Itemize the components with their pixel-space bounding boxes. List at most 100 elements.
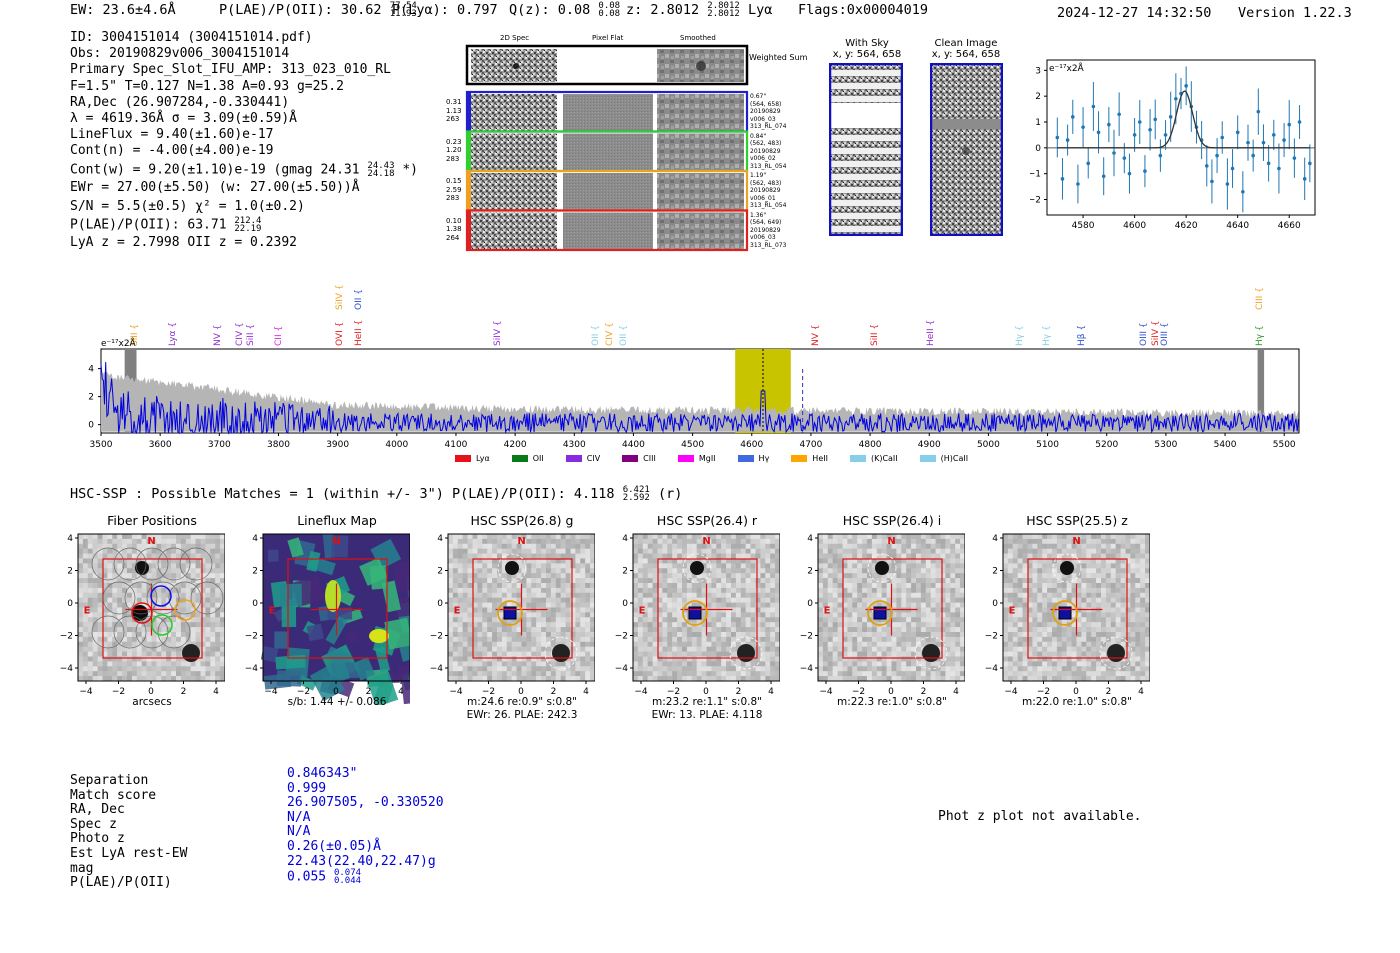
- hsc-pixel: [642, 607, 648, 613]
- hsc-pixel: [1071, 548, 1077, 554]
- hsc-pixel: [541, 534, 547, 539]
- hsc-pixel: [945, 597, 951, 603]
- hsc-pixel: [550, 602, 556, 608]
- hsc-pixel: [682, 661, 687, 667]
- hsc-pixel: [945, 622, 951, 628]
- info-line: Cont(n) = -4.00(±4.00)e-19: [70, 143, 274, 159]
- hsc-pixel: [701, 583, 707, 588]
- hsc-pixel: [536, 592, 542, 598]
- hsc-pixel: [1022, 627, 1028, 633]
- hsc-pixel: [1091, 671, 1097, 677]
- hsc-pixel: [131, 534, 137, 539]
- hsc-pixel: [541, 632, 547, 637]
- hsc-pixel: [180, 578, 186, 584]
- hsc-pixel: [467, 597, 473, 603]
- hsc-pixel: [925, 563, 931, 569]
- info-plae-label: P(LAE)/P(OII): 63.71: [70, 217, 227, 233]
- hsc-pixel: [536, 597, 542, 603]
- hsc-pixel: [847, 587, 853, 593]
- hsc-pixel: [97, 641, 103, 647]
- hsc-pixel: [477, 612, 483, 618]
- hsc-pixel: [633, 676, 638, 682]
- hsc-pixel: [526, 646, 532, 652]
- hsc-pixel: [945, 661, 951, 667]
- hsc-pixel: [590, 676, 595, 682]
- hsc-pixel: [457, 563, 463, 569]
- hsc-pixel: [652, 563, 658, 569]
- hsc-pixel: [127, 646, 132, 652]
- hsc-pixel: [1081, 636, 1087, 642]
- hsc-pixel: [205, 617, 211, 623]
- hsc-pixel: [161, 661, 167, 667]
- hsc-pixel: [935, 636, 941, 642]
- hsc-pixel: [536, 646, 542, 652]
- hsc-pixel: [822, 671, 828, 677]
- legend-item: OII: [511, 454, 544, 463]
- hsc-pixel: [131, 587, 137, 593]
- hsc-pixel: [633, 578, 638, 584]
- hsc-pixel: [1066, 587, 1072, 593]
- hsc-pixel: [122, 534, 128, 539]
- hsc-pixel: [467, 656, 473, 662]
- zoom-xtick-label: 4640: [1226, 221, 1249, 230]
- hsc-pixel: [726, 627, 732, 633]
- hsc-pixel: [862, 597, 868, 603]
- hsc-pixel: [1071, 632, 1077, 637]
- hsc-pixel: [220, 587, 225, 593]
- hsc-pixel: [210, 676, 216, 682]
- hsc-pixel: [506, 583, 512, 588]
- hsc-pixel: [185, 641, 191, 647]
- hsc-pixel: [477, 597, 483, 603]
- hsc-pixel: [166, 636, 172, 642]
- hsc-pixel: [911, 612, 917, 618]
- hsc-pixel: [492, 602, 498, 608]
- hsc-pixel: [1061, 602, 1067, 608]
- hsc-pixel: [667, 543, 673, 549]
- hsc-pixel: [555, 622, 561, 628]
- hsc-pixel: [467, 607, 473, 613]
- zoom-data-point: [1184, 84, 1188, 88]
- hsc-pixel: [477, 617, 483, 623]
- hsc-pixel: [565, 602, 571, 608]
- legend-label: (H)CaII: [940, 454, 969, 463]
- hsc-pixel: [112, 627, 118, 633]
- hsc-pixel: [642, 563, 648, 569]
- hsc-pixel: [852, 568, 858, 574]
- hsc-pixel: [1047, 592, 1053, 598]
- hsc-pixel: [472, 676, 478, 682]
- cutout-value: 264: [446, 233, 460, 242]
- hsc-pixel: [92, 627, 98, 633]
- hsc-pixel: [136, 543, 142, 549]
- hsc-pixel: [770, 676, 776, 682]
- hsc-pixel: [102, 622, 108, 628]
- hsc-pixel: [930, 607, 936, 613]
- info-sn: S/N = 5.5(±0.5) χ² = 1.0(±0.2): [70, 198, 305, 214]
- hsc-pixel: [1047, 548, 1053, 554]
- hsc-pixel: [822, 534, 828, 539]
- hsc-pixel: [585, 553, 591, 559]
- hsc-pixel: [642, 558, 648, 564]
- hsc-pixel: [107, 661, 113, 667]
- hsc-pixel: [827, 578, 833, 584]
- hsc-pixel: [906, 602, 912, 608]
- hsc-pixel: [195, 597, 201, 603]
- hsc-pixel: [511, 651, 517, 657]
- hsc-pixel: [696, 661, 702, 667]
- hsc-pixel: [166, 671, 172, 677]
- hsc-pixel: [590, 632, 595, 637]
- hsc-pixel: [97, 568, 103, 574]
- hsc-pixel: [531, 661, 537, 667]
- hsc-pixel: [452, 612, 458, 618]
- hsc-pixel: [210, 651, 216, 657]
- hsc-pixel: [448, 578, 453, 584]
- hsc-pixel: [706, 622, 712, 628]
- hsc-pixel: [682, 656, 687, 662]
- hsc-pixel: [585, 622, 591, 628]
- hsc-pixel: [220, 646, 225, 652]
- hsc-pixel: [176, 641, 181, 647]
- hsc-pixel: [1052, 568, 1057, 574]
- hsc-pixel: [662, 558, 668, 564]
- hsc-pixel: [818, 534, 823, 539]
- hsc-pixel: [726, 641, 732, 647]
- hsc-pixel: [925, 568, 931, 574]
